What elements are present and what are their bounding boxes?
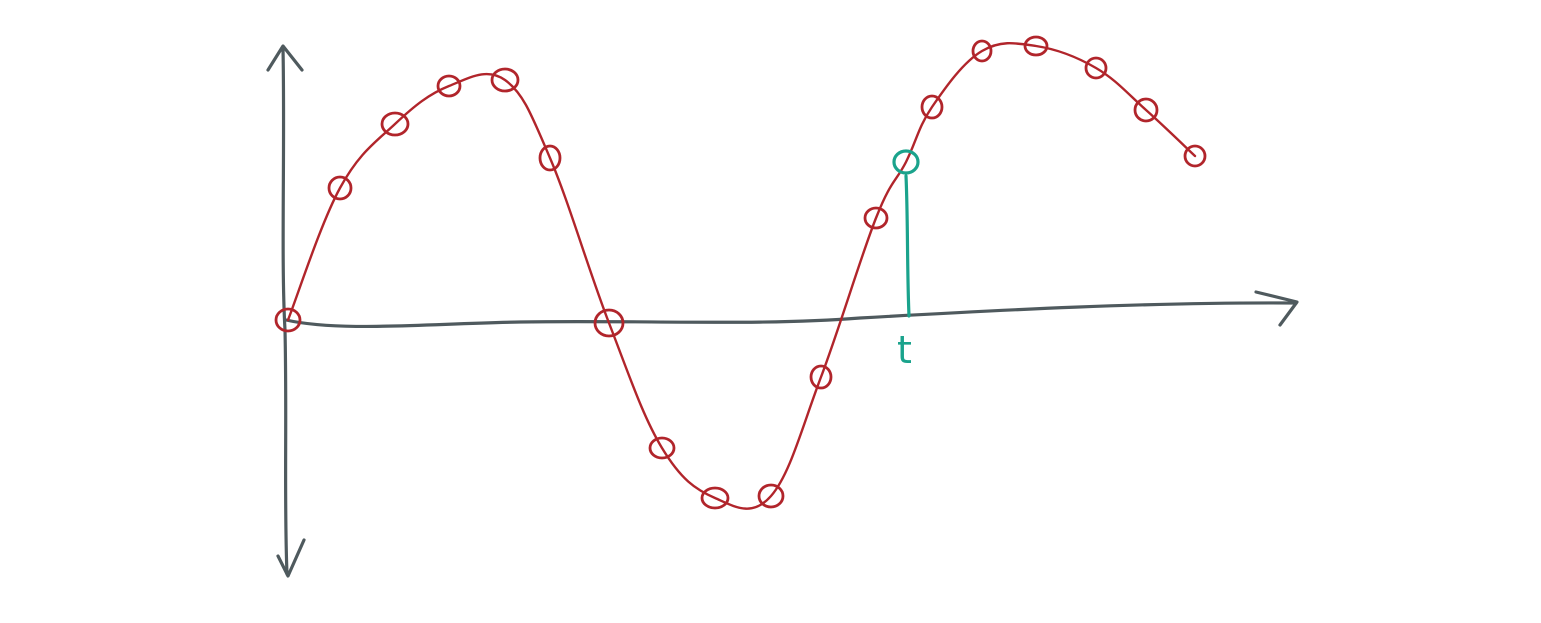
sample-point-3 bbox=[380, 111, 410, 137]
sample-point-19 bbox=[1183, 144, 1207, 168]
sample-point-17 bbox=[1084, 56, 1108, 80]
sample-point-2 bbox=[327, 175, 353, 201]
time-marker-sample bbox=[892, 149, 920, 175]
sample-point-1 bbox=[274, 307, 302, 333]
x-axis bbox=[284, 290, 1299, 329]
signal-group bbox=[274, 35, 1207, 510]
sample-point-9 bbox=[700, 486, 730, 510]
arrow-down-icon bbox=[276, 538, 306, 578]
sample-point-11 bbox=[809, 364, 833, 390]
time-marker: t bbox=[892, 149, 920, 372]
sample-point-6 bbox=[538, 144, 562, 172]
sample-point-16 bbox=[1023, 35, 1049, 57]
sample-point-4 bbox=[436, 74, 462, 98]
signal-curve bbox=[286, 42, 1197, 510]
arrow-right-icon bbox=[1254, 290, 1299, 327]
sample-point-7 bbox=[593, 308, 625, 338]
sample-point-15 bbox=[971, 39, 993, 63]
sample-point-14 bbox=[920, 94, 944, 120]
sample-point-18 bbox=[1133, 97, 1159, 123]
y-axis bbox=[266, 44, 306, 578]
sample-point-12 bbox=[863, 206, 889, 230]
sample-point-10 bbox=[757, 483, 785, 509]
time-marker-label: t bbox=[897, 328, 912, 372]
sample-point-5 bbox=[490, 67, 520, 93]
arrow-up-icon bbox=[266, 44, 304, 72]
sample-point-8 bbox=[648, 436, 676, 460]
time-marker-line bbox=[904, 174, 911, 318]
x-axis-line bbox=[284, 301, 1298, 329]
